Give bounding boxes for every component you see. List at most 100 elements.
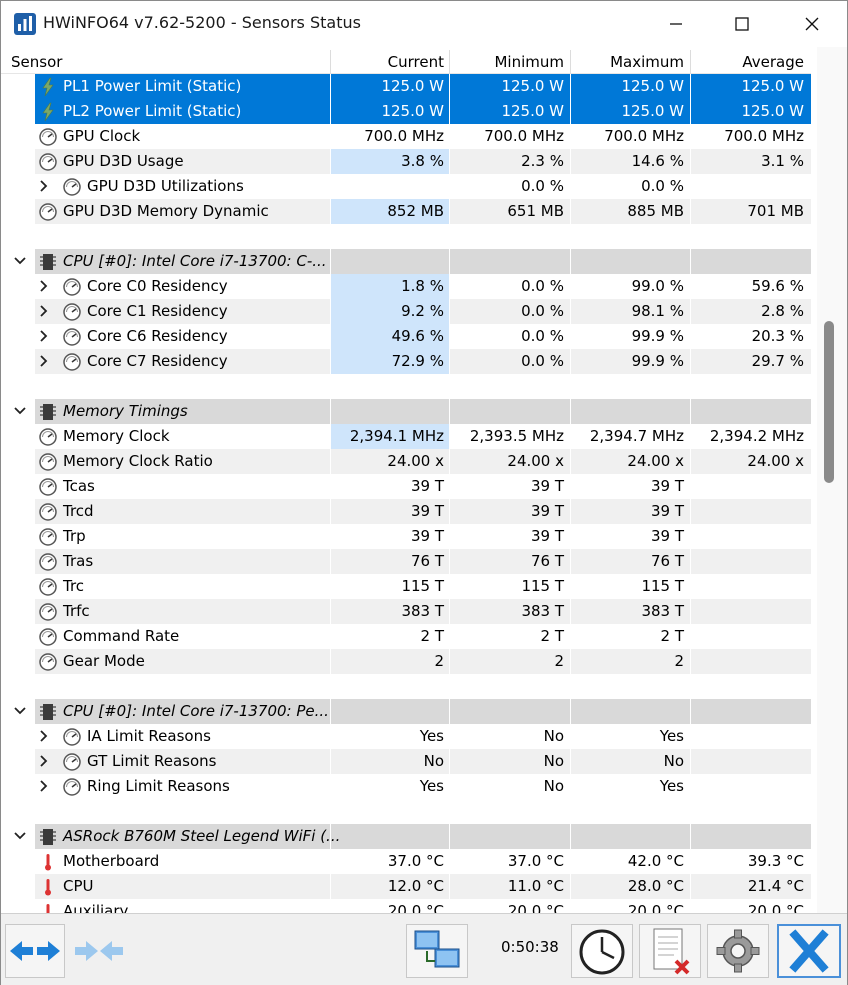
sensor-row[interactable]: Memory Clock Ratio 24.00 x 24.00 x 24.00 x 2… (1, 449, 811, 474)
gauge-icon (38, 627, 58, 647)
current-value: 76 T (410, 552, 444, 570)
title-bar[interactable]: HWiNFO64 v7.62-5200 - Sensors Status (1, 1, 847, 47)
gauge-icon (38, 477, 58, 497)
sensor-group-row[interactable]: ASRock B760M Steel Legend WiFi (... (1, 824, 811, 849)
sensor-row[interactable]: Core C7 Residency 72.9 % 0.0 % 99.9 % 29.7 % (1, 349, 811, 374)
sensor-row[interactable]: GT Limit Reasons No No No (1, 749, 811, 774)
chevron-down-icon[interactable] (13, 829, 27, 843)
column-divider[interactable] (330, 50, 331, 74)
chevron-right-icon[interactable] (37, 304, 51, 318)
minimum-value: 0.0 % (521, 352, 564, 370)
sensor-group-row[interactable]: CPU [#0]: Intel Core i7-13700: Pe... (1, 699, 811, 724)
average-value: 2.8 % (761, 302, 804, 320)
sensor-row[interactable]: Trcd 39 T 39 T 39 T (1, 499, 811, 524)
gauge-icon (62, 327, 82, 347)
scrollbar-thumb[interactable] (824, 321, 834, 483)
column-divider[interactable] (690, 50, 691, 74)
column-header-sensor[interactable]: Sensor (11, 53, 63, 71)
chip-icon (38, 252, 58, 272)
sensor-row[interactable]: Tras 76 T 76 T 76 T (1, 549, 811, 574)
sensor-row[interactable]: GPU D3D Memory Dynamic 852 MB 651 MB 885 MB… (1, 199, 811, 224)
sensor-name: Command Rate (63, 627, 180, 645)
current-value: No (423, 752, 444, 770)
chevron-right-icon[interactable] (37, 754, 51, 768)
network-button[interactable] (406, 924, 468, 978)
sensor-row[interactable]: Trp 39 T 39 T 39 T (1, 524, 811, 549)
spacer-row (1, 374, 811, 399)
settings-button[interactable] (707, 924, 769, 978)
chip-icon (38, 402, 58, 422)
close-sensors-button[interactable] (777, 924, 841, 978)
minimize-button[interactable] (641, 1, 711, 47)
sensor-group-row[interactable]: CPU [#0]: Intel Core i7-13700: C-... (1, 249, 811, 274)
sensor-row[interactable]: Trfc 383 T 383 T 383 T (1, 599, 811, 624)
sensor-row[interactable]: Trc 115 T 115 T 115 T (1, 574, 811, 599)
sensor-name: Tcas (63, 477, 95, 495)
sensors-table[interactable]: Sensor Current Minimum Maximum Average P… (1, 47, 817, 913)
maximum-value: Yes (659, 777, 684, 795)
chevron-down-icon[interactable] (13, 704, 27, 718)
gauge-icon (38, 577, 58, 597)
column-header-minimum[interactable]: Minimum (494, 53, 564, 71)
maximize-button[interactable] (707, 1, 777, 47)
maximum-value: 885 MB (627, 202, 684, 220)
clear-log-button[interactable] (639, 924, 701, 978)
sensor-row[interactable]: Memory Clock 2,394.1 MHz 2,393.5 MHz 2,394.… (1, 424, 811, 449)
maximum-value: 99.9 % (631, 352, 684, 370)
sensor-row[interactable]: IA Limit Reasons Yes No Yes (1, 724, 811, 749)
average-value: 20.3 % (751, 327, 804, 345)
current-value: 2,394.1 MHz (349, 427, 444, 445)
sensor-row[interactable]: Tcas 39 T 39 T 39 T (1, 474, 811, 499)
reset-timer-button[interactable] (571, 924, 633, 978)
sensor-group-name: ASRock B760M Steel Legend WiFi (... (63, 827, 341, 845)
chevron-right-icon[interactable] (37, 779, 51, 793)
sensor-row[interactable]: Core C6 Residency 49.6 % 0.0 % 99.9 % 20.3 % (1, 324, 811, 349)
minimum-value: 2 T (540, 627, 564, 645)
chevron-down-icon[interactable] (13, 254, 27, 268)
maximum-value: 2 T (660, 627, 684, 645)
column-header-average[interactable]: Average (742, 53, 804, 71)
sensor-row[interactable]: PL1 Power Limit (Static) 125.0 W 125.0 W 12… (1, 74, 811, 99)
average-value (691, 524, 804, 549)
sensor-name: Motherboard (63, 852, 160, 870)
average-value (691, 174, 804, 199)
current-value: 24.00 x (387, 452, 444, 470)
maximum-value: 14.6 % (631, 152, 684, 170)
prev-sensor-button[interactable] (5, 924, 65, 978)
minimum-value: 0.0 % (521, 177, 564, 195)
average-value (691, 549, 804, 574)
average-value (691, 649, 804, 674)
sensor-row[interactable]: GPU D3D Usage 3.8 % 2.3 % 14.6 % 3.1 % (1, 149, 811, 174)
column-header-current[interactable]: Current (387, 53, 444, 71)
sensor-row[interactable]: Core C1 Residency 9.2 % 0.0 % 98.1 % 2.8 % (1, 299, 811, 324)
chevron-right-icon[interactable] (37, 354, 51, 368)
close-button[interactable] (777, 1, 847, 47)
next-sensor-button[interactable] (69, 924, 129, 978)
average-value (691, 574, 804, 599)
elapsed-time: 0:50:38 (501, 938, 559, 956)
sensor-row[interactable]: Motherboard 37.0 °C 37.0 °C 42.0 °C 39.3 °C (1, 849, 811, 874)
sensor-row[interactable]: Core C0 Residency 1.8 % 0.0 % 99.0 % 59.6 % (1, 274, 811, 299)
sensor-row[interactable]: GPU Clock 700.0 MHz 700.0 MHz 700.0 MHz 700.… (1, 124, 811, 149)
chevron-right-icon[interactable] (37, 279, 51, 293)
sensor-row[interactable]: Gear Mode 2 2 2 (1, 649, 811, 674)
column-divider[interactable] (449, 50, 450, 74)
chevron-right-icon[interactable] (37, 329, 51, 343)
column-header-maximum[interactable]: Maximum (610, 53, 684, 71)
chevron-right-icon[interactable] (37, 179, 51, 193)
sensor-row[interactable]: Auxiliary 20.0 °C 20.0 °C 20.0 °C 20.0 °C (1, 899, 811, 913)
sensor-row[interactable]: Ring Limit Reasons Yes No Yes (1, 774, 811, 799)
minimum-value: No (543, 777, 564, 795)
column-divider[interactable] (570, 50, 571, 74)
chevron-right-icon[interactable] (37, 729, 51, 743)
sensor-name: Core C6 Residency (87, 327, 228, 345)
sensor-row[interactable]: GPU D3D Utilizations 0.0 % 0.0 % (1, 174, 811, 199)
minimum-value: 37.0 °C (507, 852, 564, 870)
sensor-row[interactable]: PL2 Power Limit (Static) 125.0 W 125.0 W 12… (1, 99, 811, 124)
maximum-value: 2,394.7 MHz (589, 427, 684, 445)
sensor-name: GPU Clock (63, 127, 141, 145)
chevron-down-icon[interactable] (13, 404, 27, 418)
sensor-row[interactable]: Command Rate 2 T 2 T 2 T (1, 624, 811, 649)
sensor-group-row[interactable]: Memory Timings (1, 399, 811, 424)
sensor-row[interactable]: CPU 12.0 °C 11.0 °C 28.0 °C 21.4 °C (1, 874, 811, 899)
